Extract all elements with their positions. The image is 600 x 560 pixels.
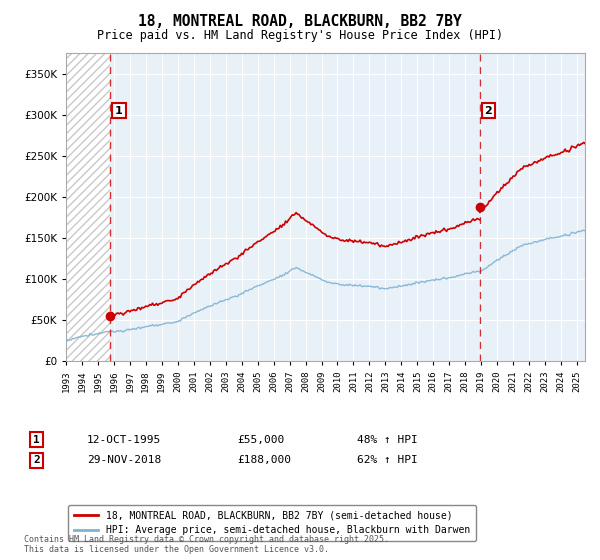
Text: 48% ↑ HPI: 48% ↑ HPI [357, 435, 418, 445]
Text: 62% ↑ HPI: 62% ↑ HPI [357, 455, 418, 465]
Text: 12-OCT-1995: 12-OCT-1995 [87, 435, 161, 445]
Text: 29-NOV-2018: 29-NOV-2018 [87, 455, 161, 465]
Text: £55,000: £55,000 [237, 435, 284, 445]
Text: £188,000: £188,000 [237, 455, 291, 465]
Text: 2: 2 [33, 455, 40, 465]
Legend: 18, MONTREAL ROAD, BLACKBURN, BB2 7BY (semi-detached house), HPI: Average price,: 18, MONTREAL ROAD, BLACKBURN, BB2 7BY (s… [68, 505, 476, 541]
Bar [66, 53, 110, 361]
Text: 18, MONTREAL ROAD, BLACKBURN, BB2 7BY: 18, MONTREAL ROAD, BLACKBURN, BB2 7BY [138, 14, 462, 29]
Text: 1: 1 [115, 106, 123, 116]
Bar [66, 53, 110, 361]
Text: Contains HM Land Registry data © Crown copyright and database right 2025.
This d: Contains HM Land Registry data © Crown c… [24, 535, 389, 554]
Text: Price paid vs. HM Land Registry's House Price Index (HPI): Price paid vs. HM Land Registry's House … [97, 29, 503, 42]
Text: 1: 1 [33, 435, 40, 445]
Text: 2: 2 [485, 106, 493, 116]
